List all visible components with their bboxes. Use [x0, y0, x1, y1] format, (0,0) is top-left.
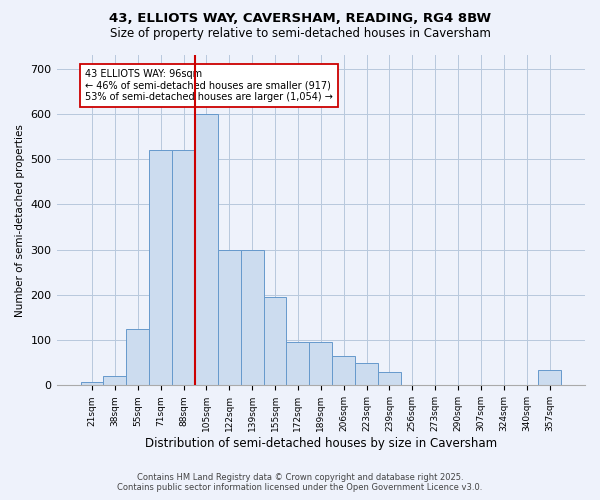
Bar	[378, 372, 401, 386]
Bar	[218, 250, 241, 386]
Bar	[241, 250, 263, 386]
Text: 43 ELLIOTS WAY: 96sqm
← 46% of semi-detached houses are smaller (917)
53% of sem: 43 ELLIOTS WAY: 96sqm ← 46% of semi-deta…	[85, 68, 333, 102]
Bar	[310, 342, 332, 386]
Text: 43, ELLIOTS WAY, CAVERSHAM, READING, RG4 8BW: 43, ELLIOTS WAY, CAVERSHAM, READING, RG4…	[109, 12, 491, 26]
Bar	[103, 376, 127, 386]
Text: Size of property relative to semi-detached houses in Caversham: Size of property relative to semi-detach…	[110, 28, 490, 40]
Bar	[149, 150, 172, 386]
Bar	[80, 382, 103, 386]
Bar	[172, 150, 195, 386]
Bar	[286, 342, 310, 386]
X-axis label: Distribution of semi-detached houses by size in Caversham: Distribution of semi-detached houses by …	[145, 437, 497, 450]
Bar	[127, 329, 149, 386]
Bar	[263, 297, 286, 386]
Bar	[538, 370, 561, 386]
Text: Contains HM Land Registry data © Crown copyright and database right 2025.
Contai: Contains HM Land Registry data © Crown c…	[118, 473, 482, 492]
Y-axis label: Number of semi-detached properties: Number of semi-detached properties	[15, 124, 25, 316]
Bar	[195, 114, 218, 386]
Bar	[332, 356, 355, 386]
Bar	[355, 362, 378, 386]
